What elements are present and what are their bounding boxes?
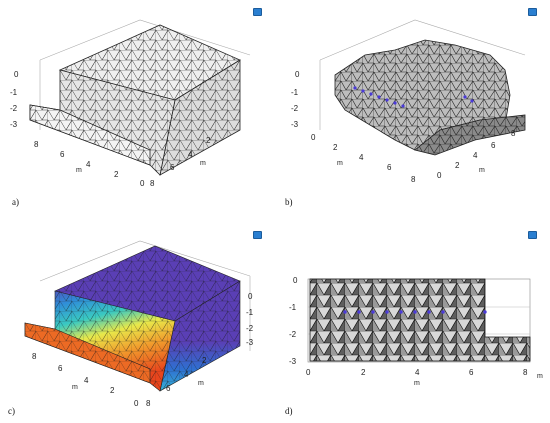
y-axis-unit: m: [198, 380, 204, 387]
panel-b-figure: 0 -1 -2 -3 0 2 4 6 8 m 0 2 4 6 8 m: [291, 19, 526, 184]
y-tick: 8: [511, 129, 516, 138]
z-tick: 0: [295, 70, 300, 79]
y-tick: 4: [184, 370, 189, 379]
x-axis-unit: m: [337, 160, 343, 167]
x-tick: 4: [84, 376, 89, 385]
y-tick: 6: [170, 163, 175, 172]
export-icon[interactable]: [528, 231, 537, 239]
y-tick: 0: [293, 276, 298, 285]
y-tick: 6: [491, 141, 496, 150]
x-tick: 6: [469, 368, 474, 377]
z-tick: -3: [246, 338, 254, 347]
panel-c: 0 -1 -2 -3 8 6 4 2 0 m 8 6 4 2 m c): [0, 211, 275, 423]
y-tick: 6: [166, 384, 171, 393]
x-tick: 8: [523, 368, 528, 377]
export-icon[interactable]: [528, 8, 537, 16]
panel-a: 0 -1 -2 -3 8 6 4 2 0 m 8 6 4 2 m a): [0, 0, 275, 211]
x-tick: 0: [306, 368, 311, 377]
y-tick: 2: [455, 161, 460, 170]
z-tick: -2: [291, 104, 299, 113]
y-tick: 2: [202, 356, 207, 365]
y-tick: 0: [437, 171, 442, 180]
z-tick: -1: [291, 88, 299, 97]
z-tick: -1: [10, 88, 18, 97]
export-icon[interactable]: [253, 8, 262, 16]
panel-d-label: d): [285, 406, 293, 416]
y-tick: -1: [289, 303, 297, 312]
x-tick: 8: [34, 140, 39, 149]
x-axis-unit: m: [414, 380, 420, 387]
x-axis-unit: m: [72, 384, 78, 391]
y-tick: -2: [289, 330, 297, 339]
z-tick: 0: [14, 70, 19, 79]
x-tick: 2: [114, 170, 119, 179]
z-tick: -2: [10, 104, 18, 113]
panel-b-label: b): [285, 197, 293, 207]
x-tick: 0: [134, 399, 139, 408]
panel-c-figure: 0 -1 -2 -3 8 6 4 2 0 m 8 6 4 2 m: [24, 240, 254, 408]
x-tick: 6: [387, 163, 392, 172]
panel-a-label: a): [12, 197, 19, 207]
x-tick: 2: [110, 386, 115, 395]
panel-b: 0 -1 -2 -3 0 2 4 6 8 m 0 2 4 6 8 m b): [275, 0, 550, 211]
z-tick: -1: [246, 308, 254, 317]
x-axis-unit: m: [76, 167, 82, 174]
panel-d-figure: 0 -1 -2 -3 0 2 4 6 8 m m: [289, 276, 543, 387]
z-tick: -2: [246, 324, 254, 333]
x-tick: 6: [58, 364, 63, 373]
z-tick: 0: [248, 292, 253, 301]
x-tick: 4: [359, 153, 364, 162]
panel-a-figure: 0 -1 -2 -3 8 6 4 2 0 m 8 6 4 2 m: [10, 19, 251, 188]
y-axis-unit: m: [200, 160, 206, 167]
y-tick: 8: [150, 179, 155, 188]
x-tick: 0: [311, 133, 316, 142]
x-tick: 4: [86, 160, 91, 169]
y-tick: -3: [289, 357, 297, 366]
z-tick: -3: [10, 120, 18, 129]
z-tick: -3: [291, 120, 299, 129]
marker-line: [353, 86, 474, 108]
x-tick: 0: [140, 179, 145, 188]
x-tick: 6: [60, 150, 65, 159]
x-tick: 4: [415, 368, 420, 377]
y-tick: 8: [146, 399, 151, 408]
panel-c-label: c): [8, 406, 15, 416]
y-axis-unit: m: [479, 167, 485, 174]
marker-line: [343, 310, 487, 314]
x-tick: 2: [361, 368, 366, 377]
x-tick: 8: [411, 175, 416, 184]
export-icon[interactable]: [253, 231, 262, 239]
y-tick: 2: [206, 136, 211, 145]
x-tick: 2: [333, 143, 338, 152]
panel-d: 0 -1 -2 -3 0 2 4 6 8 m m d): [275, 211, 550, 423]
y-tick: 4: [473, 151, 478, 160]
y-tick: 4: [188, 150, 193, 159]
x-tick: 8: [32, 352, 37, 361]
y-axis-unit: m: [537, 373, 543, 380]
